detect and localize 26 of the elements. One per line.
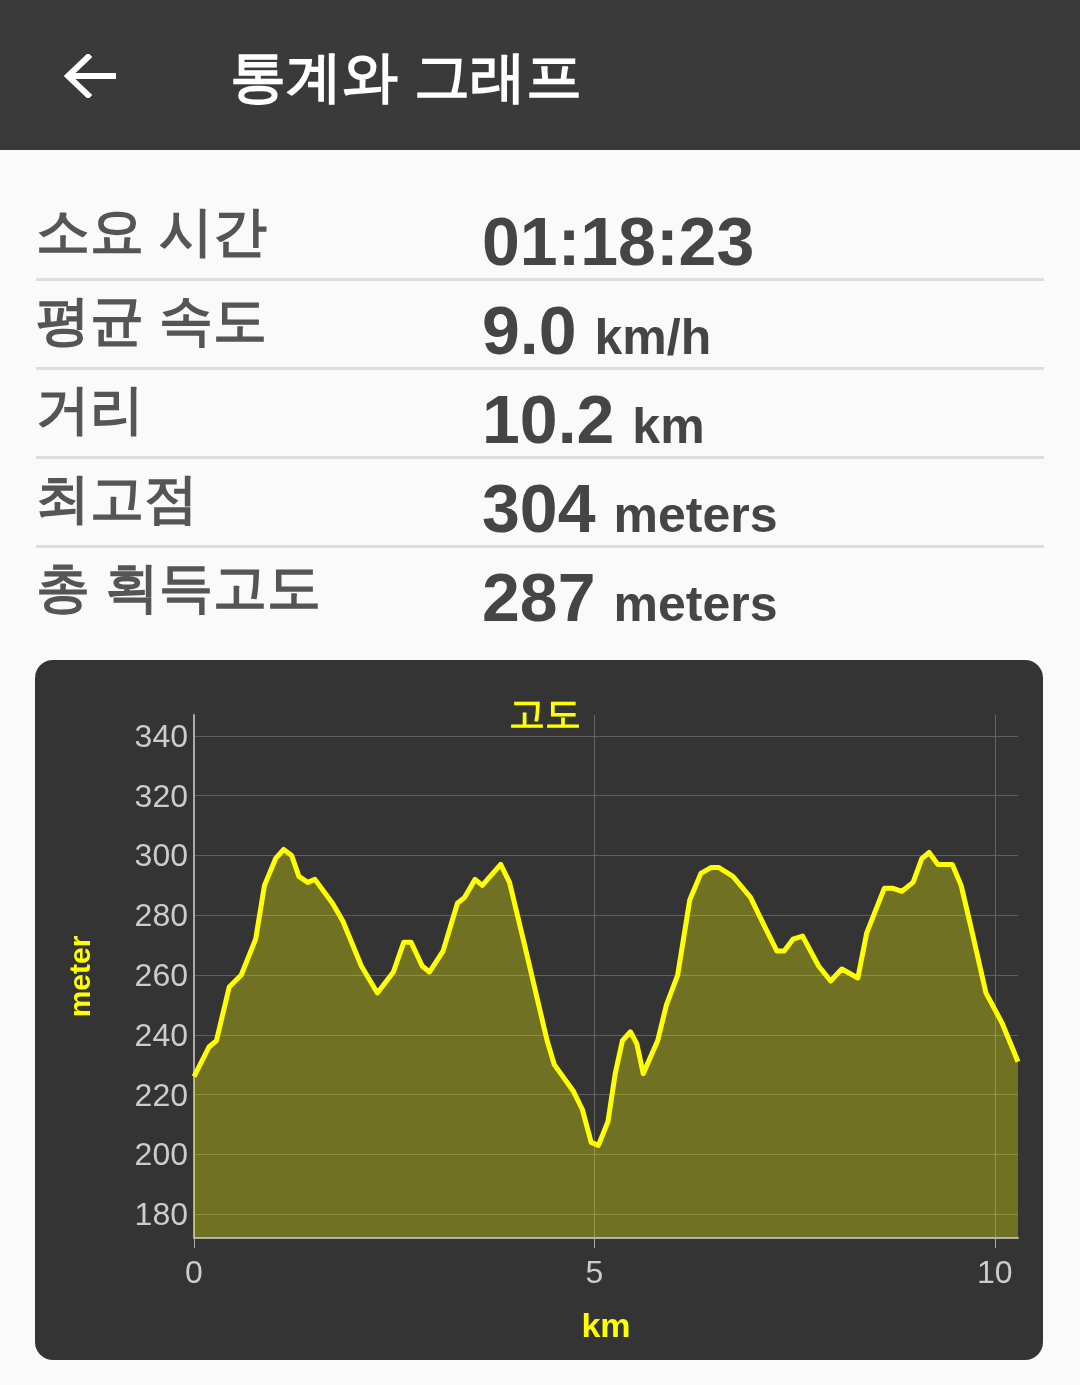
y-tick-label: 280 — [134, 897, 188, 934]
y-tick-label: 180 — [134, 1196, 188, 1233]
x-axis-title: km — [581, 1306, 631, 1344]
text: 304 meters — [482, 470, 778, 546]
category-label: 소요 시간 — [36, 200, 268, 263]
y-tick-label: 260 — [134, 957, 188, 994]
chart-title: 고도 — [509, 692, 581, 734]
y-axis-title: meter — [62, 935, 96, 1018]
y-tick-label: 300 — [134, 837, 188, 874]
text: 통계와 그래프 — [230, 44, 582, 110]
category-label: 최고점 — [36, 467, 198, 530]
category-label: 거리 — [36, 378, 144, 441]
y-tick-label: 220 — [134, 1076, 188, 1113]
y-tick-label: 240 — [134, 1016, 188, 1053]
x-tick-label: 5 — [585, 1254, 604, 1290]
y-tick-label: 320 — [134, 777, 188, 814]
text: 9.0 km/h — [482, 292, 712, 368]
text: 01:18:23 — [482, 203, 755, 279]
category-label: 평균 속도 — [36, 289, 268, 352]
y-tick-label: 340 — [134, 717, 188, 754]
y-tick-label: 200 — [134, 1136, 188, 1173]
x-tick-label: 0 — [185, 1254, 203, 1290]
text: 10.2 km — [482, 381, 705, 457]
x-tick-label: 10 — [976, 1254, 1013, 1290]
category-label: 총 획득고도 — [36, 556, 322, 619]
text: 287 meters — [482, 559, 778, 635]
